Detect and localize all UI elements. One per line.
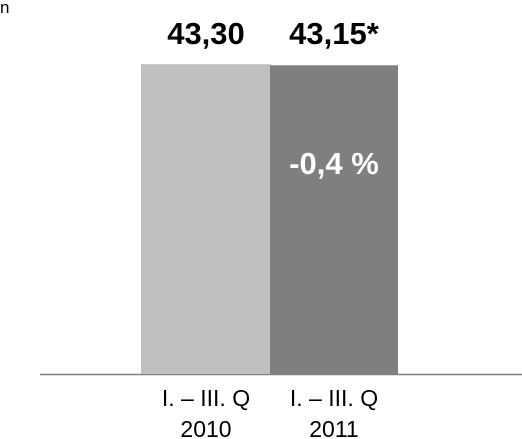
category-label-1-line-2: 2010	[180, 416, 231, 439]
category-label-2-line-1: I. – III. Q	[290, 385, 378, 411]
cropped-label-fragment: n	[0, 0, 10, 17]
category-label-1-line-1: I. – III. Q	[162, 385, 250, 411]
category-label-2-line-2: 2011	[309, 416, 358, 439]
bar-1	[141, 64, 271, 375]
bar-2	[270, 65, 398, 375]
value-label-2: 43,15*	[289, 16, 380, 51]
value-label-1: 43,30	[167, 16, 245, 51]
change-annotation: -0,4 %	[289, 146, 379, 181]
